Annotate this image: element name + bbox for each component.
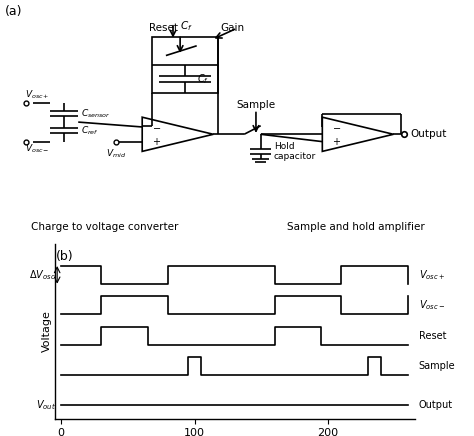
Text: $V_{osc-}$: $V_{osc-}$ xyxy=(25,143,49,155)
Text: (a): (a) xyxy=(5,5,22,18)
Text: Reset: Reset xyxy=(419,331,446,341)
Text: $+$: $+$ xyxy=(332,136,341,147)
Text: Output: Output xyxy=(410,129,447,139)
Text: $-$: $-$ xyxy=(152,122,161,132)
Text: $V_{osc+}$: $V_{osc+}$ xyxy=(419,268,445,282)
Text: Sample and hold amplifier: Sample and hold amplifier xyxy=(287,222,424,232)
Text: $C_f$: $C_f$ xyxy=(180,19,193,33)
Text: Sample: Sample xyxy=(419,361,456,371)
Text: $\Delta V_{osc}$: $\Delta V_{osc}$ xyxy=(29,268,56,282)
Text: $C_f$: $C_f$ xyxy=(197,72,209,85)
Text: $C_{ref}$: $C_{ref}$ xyxy=(81,124,99,137)
Text: Hold
capacitor: Hold capacitor xyxy=(274,142,316,161)
Text: Sample: Sample xyxy=(237,100,275,110)
Text: $C_{sensor}$: $C_{sensor}$ xyxy=(81,107,110,120)
Text: Gain: Gain xyxy=(220,23,245,33)
Text: $V_{out}$: $V_{out}$ xyxy=(36,398,56,412)
Text: Reset: Reset xyxy=(149,23,178,33)
Text: Output: Output xyxy=(419,400,453,410)
Text: $V_{osc+}$: $V_{osc+}$ xyxy=(25,89,49,101)
Text: $-$: $-$ xyxy=(332,122,341,132)
Text: $V_{osc-}$: $V_{osc-}$ xyxy=(419,298,445,311)
Bar xyxy=(152,37,218,93)
Text: Charge to voltage converter: Charge to voltage converter xyxy=(31,222,178,232)
Y-axis label: Voltage: Voltage xyxy=(42,310,52,352)
Text: $V_{mid}$: $V_{mid}$ xyxy=(106,148,126,160)
Text: (b): (b) xyxy=(56,250,73,263)
Text: $+$: $+$ xyxy=(152,136,161,147)
